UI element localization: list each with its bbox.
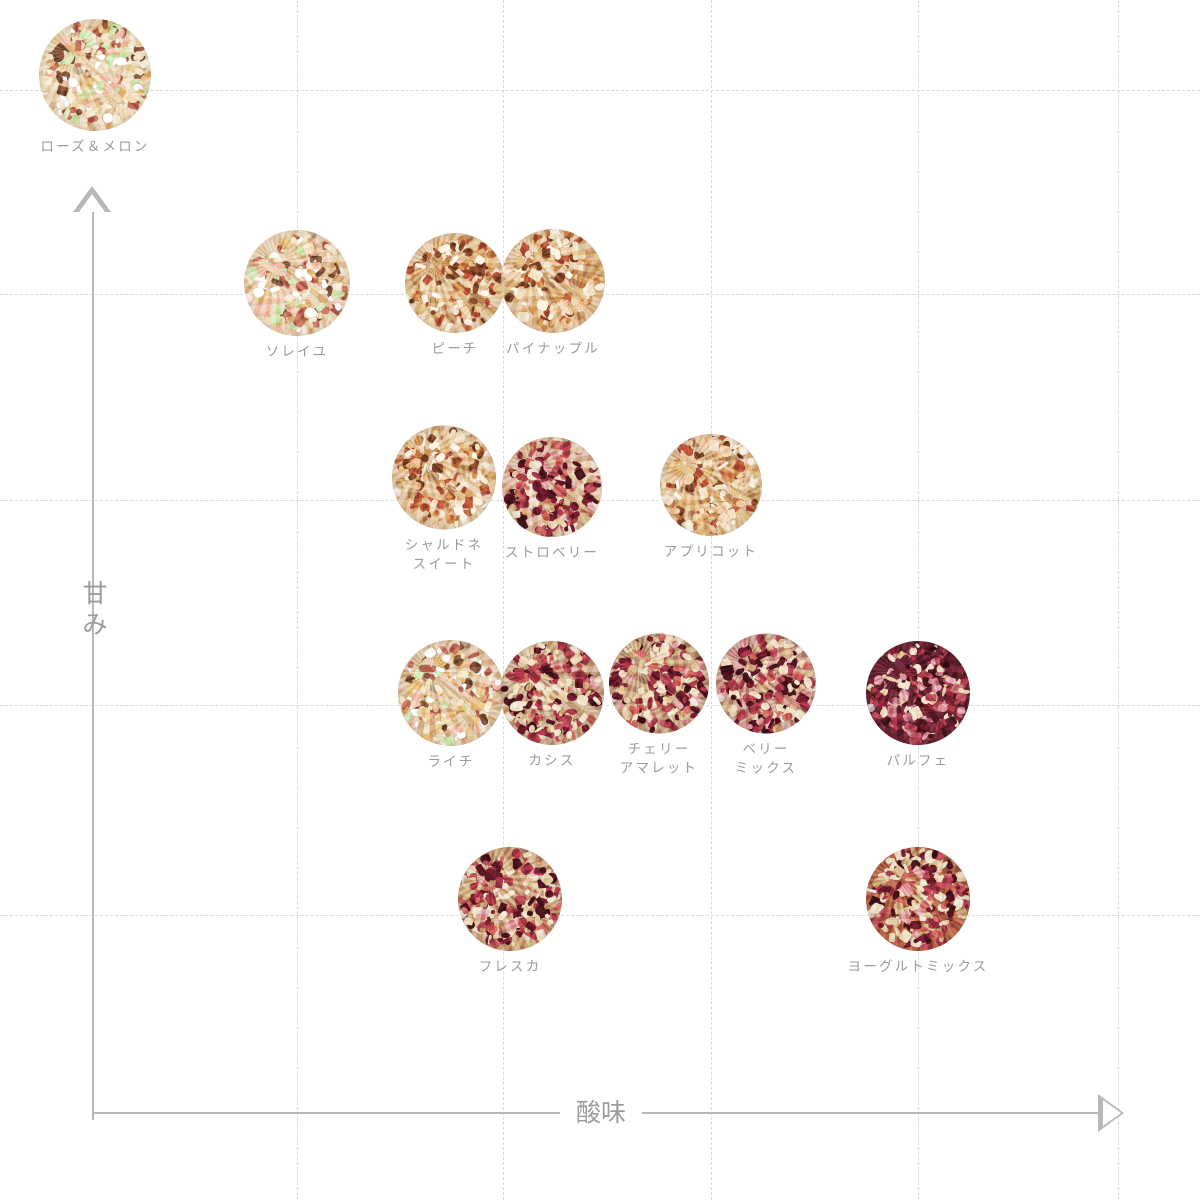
product-blend-image[interactable]: [660, 434, 762, 536]
gridline-vertical: [1118, 0, 1119, 1200]
product-blend-image[interactable]: [39, 19, 151, 131]
sweetness-axis-arrow-icon: [73, 186, 111, 212]
product-label: シャルドネ スイート: [404, 537, 484, 573]
product-point[interactable]: ヨーグルトミックス: [823, 847, 1013, 977]
gridline-vertical: [918, 0, 919, 1200]
product-label: パルフェ: [886, 753, 950, 769]
product-label: チェリー アマレット: [619, 741, 699, 777]
product-label: フレスカ: [478, 959, 542, 975]
product-blend-image[interactable]: [866, 847, 970, 951]
gridline-horizontal: [0, 90, 1200, 91]
gridline-horizontal: [0, 915, 1200, 916]
product-label: ローズ＆メロン: [40, 139, 150, 155]
acidity-axis-arrow-icon: [1098, 1094, 1124, 1132]
product-blend-image[interactable]: [458, 847, 562, 951]
product-blend-image[interactable]: [866, 641, 970, 745]
product-point[interactable]: パルフェ: [823, 641, 1013, 771]
gridline-vertical: [297, 0, 298, 1200]
product-point[interactable]: パイナップル: [458, 229, 648, 359]
product-label: パイナップル: [506, 341, 600, 357]
product-blend-image[interactable]: [244, 230, 350, 336]
product-blend-image[interactable]: [501, 229, 605, 333]
product-label: ストロベリー: [504, 545, 600, 561]
product-label: ヨーグルトミックス: [847, 959, 989, 975]
product-blend-image[interactable]: [716, 633, 816, 734]
product-label: ベリー ミックス: [734, 741, 798, 777]
product-point[interactable]: ローズ＆メロン: [0, 19, 190, 157]
product-point[interactable]: アプリコット: [616, 434, 806, 562]
acidity-axis-title: 酸味: [560, 1092, 643, 1134]
product-label: ソレイユ: [265, 344, 329, 360]
gridline-vertical: [711, 0, 712, 1200]
sweetness-axis-line: [92, 192, 94, 1120]
sweetness-axis-title: 甘み: [82, 579, 108, 639]
gridline-vertical: [503, 0, 504, 1200]
product-label: カシス: [528, 753, 576, 769]
product-label: アプリコット: [663, 544, 759, 560]
product-blend-image[interactable]: [502, 437, 602, 537]
product-label: ライチ: [427, 754, 475, 770]
product-point[interactable]: フレスカ: [415, 847, 605, 977]
product-label: ピーチ: [431, 341, 479, 357]
